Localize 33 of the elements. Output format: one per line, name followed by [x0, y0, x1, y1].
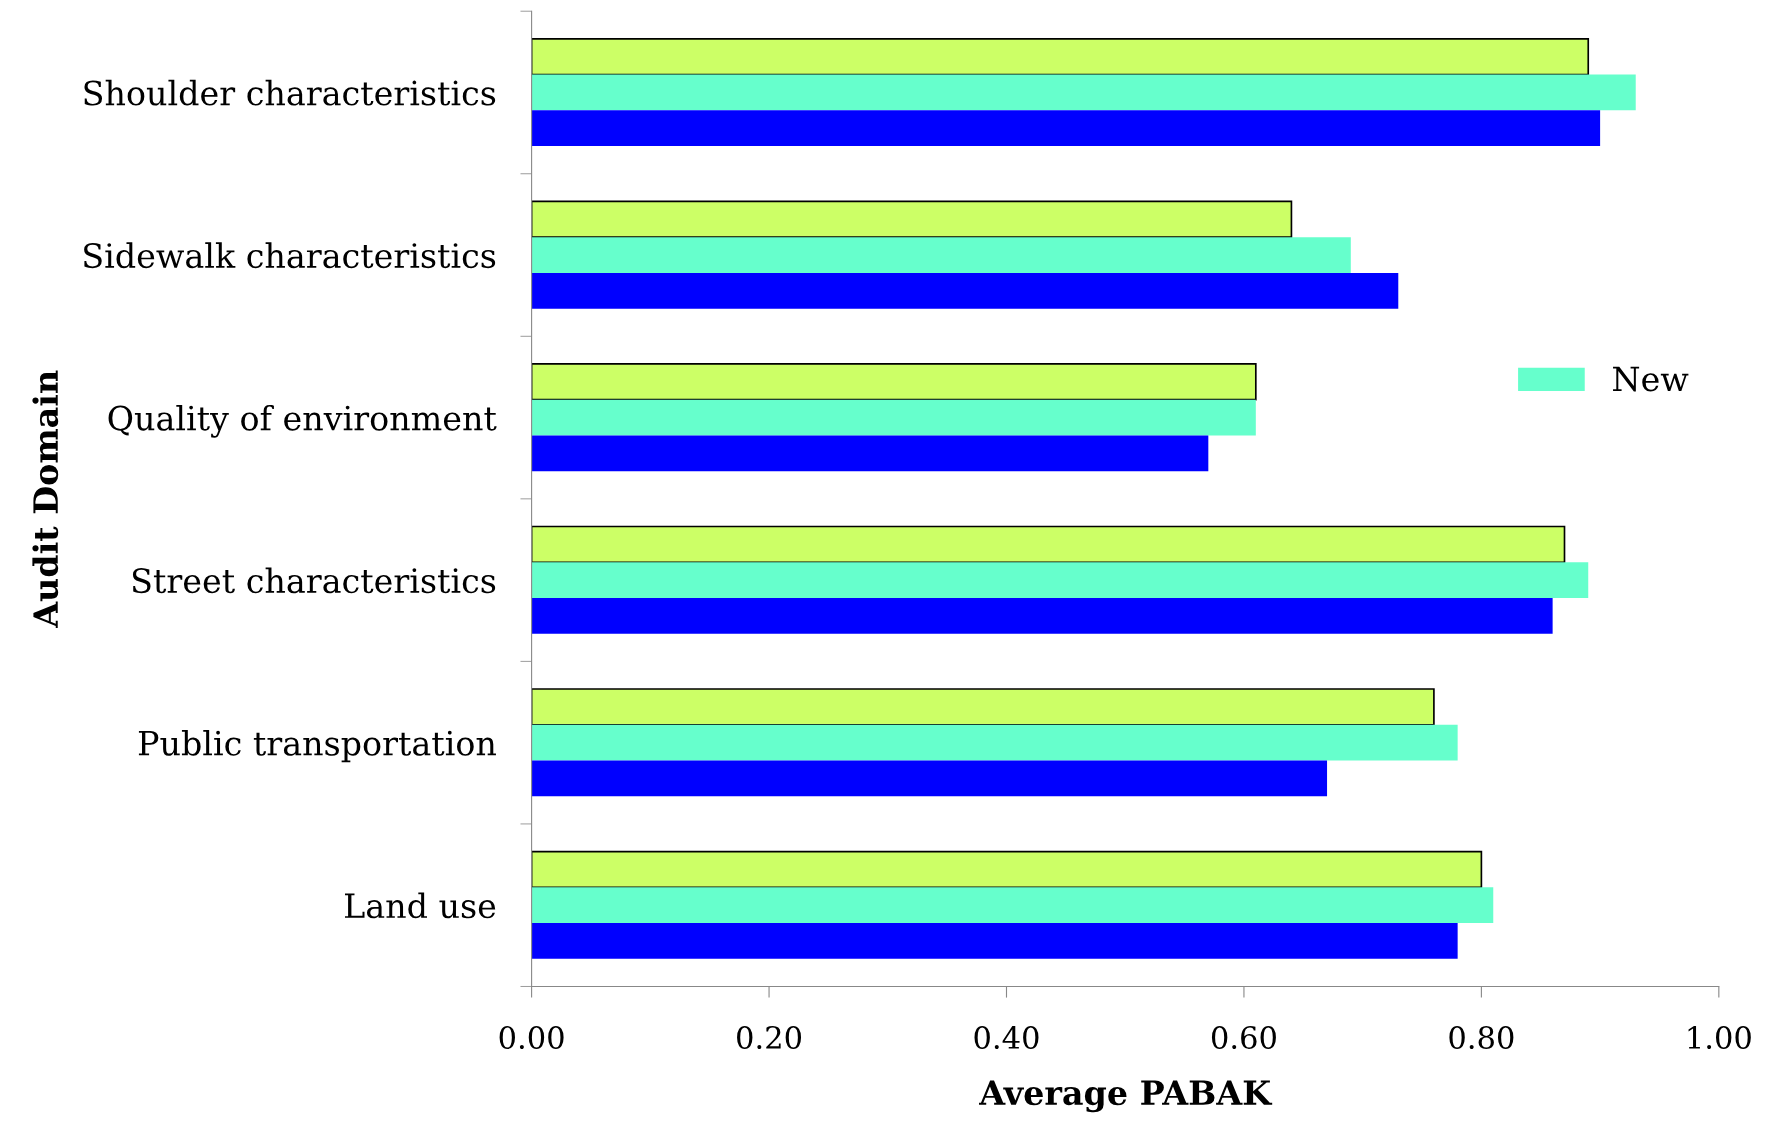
bar: [531, 399, 1256, 436]
y-tick-label: Street characteristics: [132, 567, 496, 594]
bar: [531, 272, 1399, 309]
bar: [531, 887, 1494, 924]
bar: [531, 110, 1601, 147]
bar: [531, 598, 1553, 634]
bar: [531, 850, 1483, 889]
x-tick-label: 0.40: [974, 1025, 1039, 1050]
bar: [531, 724, 1458, 761]
y-axis-title: Audit Domain: [32, 370, 59, 629]
x-tick-label: 0.80: [1449, 1025, 1514, 1050]
bar: [531, 200, 1293, 238]
y-tick-label: Shoulder characteristics: [84, 79, 496, 106]
x-tick-label: 0.20: [737, 1025, 802, 1050]
x-axis-title: Average PABAK: [979, 1080, 1273, 1113]
bar: [531, 435, 1209, 472]
x-tick-label: 0.00: [499, 1025, 564, 1050]
bar: [531, 688, 1435, 726]
bar: [531, 760, 1328, 797]
bar: [531, 525, 1566, 564]
bar: [531, 38, 1590, 76]
bar: [531, 237, 1351, 273]
y-tick-label: Public transportation: [138, 730, 496, 763]
bar: [531, 363, 1257, 401]
y-tick-label: Land use: [345, 892, 496, 919]
bar: [531, 562, 1589, 598]
legend-label: New: [1613, 366, 1689, 392]
x-tick-label: 1.00: [1688, 1025, 1751, 1050]
x-tick-label: 0.60: [1211, 1025, 1276, 1050]
bar: [531, 74, 1636, 111]
bar: [531, 923, 1458, 959]
y-tick-label: Quality of environment: [108, 404, 497, 438]
y-tick-label: Sidewalk characteristics: [84, 242, 496, 269]
